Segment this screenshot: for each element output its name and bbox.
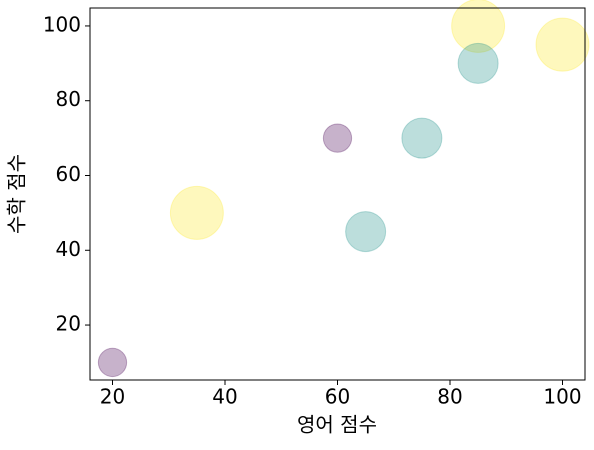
y-tick-label: 100	[43, 12, 81, 36]
bubble	[169, 185, 224, 240]
y-tick-label: 80	[56, 87, 81, 111]
y-tick-label: 20	[56, 312, 81, 336]
plot-frame	[89, 7, 586, 381]
x-tick-label: 80	[437, 385, 462, 409]
y-tick-label: 60	[56, 162, 81, 186]
bubble	[451, 0, 506, 53]
bubble	[345, 211, 387, 253]
x-tick-label: 60	[325, 385, 350, 409]
y-tick-label: 40	[56, 237, 81, 261]
x-axis-label: 영어 점수	[297, 413, 377, 437]
bubble	[401, 117, 443, 159]
bubble	[535, 17, 590, 72]
y-axis-label: 수학 점수	[5, 154, 29, 234]
x-tick-label: 100	[543, 385, 581, 409]
bubble	[457, 42, 499, 84]
x-tick-label: 40	[212, 385, 237, 409]
bubble	[322, 123, 353, 153]
bubble	[97, 347, 128, 378]
x-tick-label: 20	[100, 385, 125, 409]
